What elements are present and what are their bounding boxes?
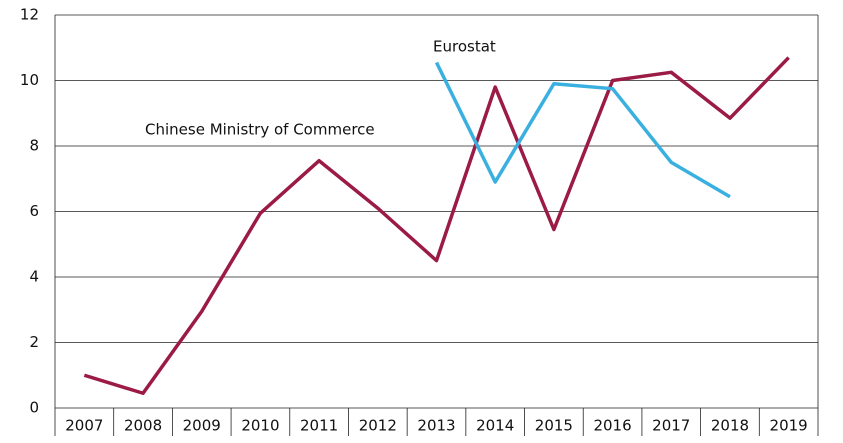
x-tick-label: 2019 (770, 417, 808, 435)
x-tick-label: 2018 (711, 417, 749, 435)
series-line (83, 56, 790, 396)
x-tick-label: 2009 (183, 417, 221, 435)
x-tick-label: 2010 (241, 417, 279, 435)
x-tick-label: 2012 (359, 417, 397, 435)
series-label: Eurostat (433, 38, 496, 56)
x-tick-label: 2016 (593, 417, 631, 435)
y-tick-label: 2 (29, 333, 39, 351)
x-tick-label: 2015 (535, 417, 573, 435)
y-tick-label: 6 (29, 202, 39, 220)
y-tick-label: 0 (29, 399, 39, 417)
x-tick-label: 2007 (65, 417, 103, 435)
x-tick-label: 2014 (476, 417, 514, 435)
y-tick-label: 12 (20, 6, 39, 24)
series-line (434, 61, 731, 199)
y-tick-label: 10 (20, 71, 39, 89)
y-tick-label: 8 (29, 137, 39, 155)
x-tick-label: 2011 (300, 417, 338, 435)
x-tick-label: 2008 (124, 417, 162, 435)
x-tick-label: 2013 (417, 417, 455, 435)
x-tick-label: 2017 (652, 417, 690, 435)
series-label: Chinese Ministry of Commerce (145, 121, 375, 139)
y-tick-label: 4 (29, 268, 39, 286)
